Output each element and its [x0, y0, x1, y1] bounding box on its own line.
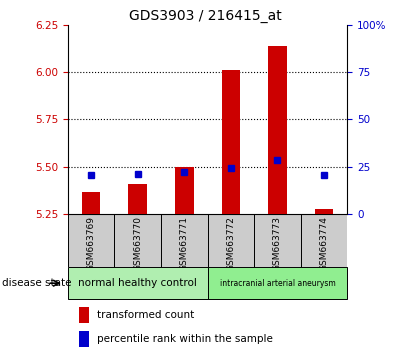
Bar	[68, 214, 114, 267]
Bar	[222, 70, 240, 214]
Text: percentile rank within the sample: percentile rank within the sample	[97, 334, 273, 344]
Bar	[128, 184, 147, 214]
Bar	[208, 267, 347, 299]
Bar	[315, 210, 333, 214]
Bar	[175, 167, 194, 214]
Text: GSM663772: GSM663772	[226, 216, 236, 271]
Text: GSM663771: GSM663771	[180, 216, 189, 271]
Bar	[82, 192, 100, 214]
Bar	[79, 331, 89, 347]
Text: GDS3903 / 216415_at: GDS3903 / 216415_at	[129, 9, 282, 23]
Bar	[114, 214, 161, 267]
Bar	[208, 214, 254, 267]
Text: GSM663774: GSM663774	[319, 216, 328, 271]
Text: GSM663773: GSM663773	[273, 216, 282, 271]
Bar	[268, 46, 287, 214]
Bar	[161, 214, 208, 267]
Bar	[254, 214, 301, 267]
Text: normal healthy control: normal healthy control	[78, 278, 197, 288]
Text: intracranial arterial aneurysm: intracranial arterial aneurysm	[219, 279, 335, 288]
Bar	[301, 214, 347, 267]
Text: transformed count: transformed count	[97, 310, 194, 320]
Text: disease state: disease state	[2, 278, 72, 288]
Text: GSM663769: GSM663769	[87, 216, 96, 271]
Bar	[68, 267, 208, 299]
Bar	[79, 307, 89, 323]
Text: GSM663770: GSM663770	[133, 216, 142, 271]
